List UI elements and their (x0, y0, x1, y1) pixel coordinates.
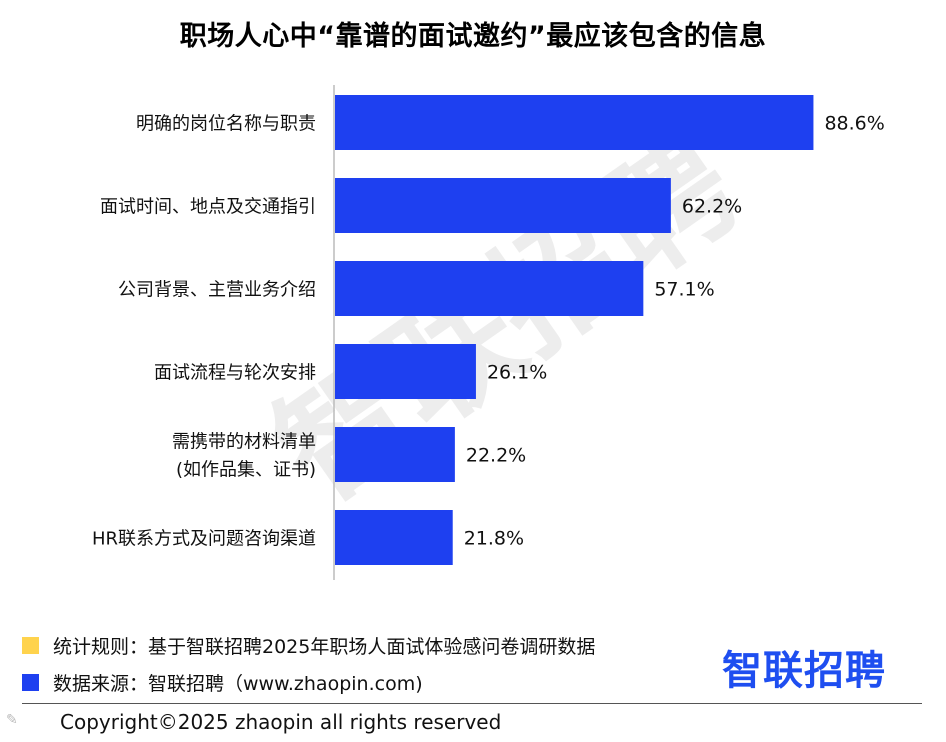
footer-divider (22, 703, 922, 704)
legend-text-stat-rule: 统计规则：基于智联招聘2025年职场人面试体验感问卷调研数据 (53, 635, 596, 658)
bar-5 (335, 510, 453, 565)
category-label-3: 面试流程与轮次安排 (154, 363, 316, 384)
bar-value-label-2: 57.1% (654, 279, 714, 301)
copyright-text: Copyright©2025 zhaopin all rights reserv… (60, 710, 502, 734)
legend-item-source: 数据来源：智联招聘（www.zhaopin.com) (22, 669, 423, 695)
legend-swatch-yellow (22, 636, 39, 654)
bar-2 (335, 261, 644, 316)
bar-value-label-5: 21.8% (464, 528, 524, 550)
bar-chart: 88.6% 明确的岗位名称与职责 62.2% 面试时间、地点及交通指引 57.1% 公司背… (92, 85, 885, 580)
bar-value-label-1: 62.2% (682, 196, 742, 218)
bar-3 (335, 344, 476, 399)
bar-value-label-4: 22.2% (466, 445, 526, 467)
legend-text-source: 数据来源：智联招聘（www.zhaopin.com) (53, 672, 423, 695)
bar-4 (335, 427, 455, 482)
legend-item-stat-rule: 统计规则：基于智联招聘2025年职场人面试体验感问卷调研数据 (22, 632, 595, 658)
category-label-5: HR联系方式及问题咨询渠道 (92, 529, 316, 550)
category-label-0: 明确的岗位名称与职责 (136, 114, 316, 135)
chart-title: 职场人心中“靠谱的面试邀约”最应该包含的信息 (179, 21, 767, 52)
category-label-2: 公司背景、主营业务介绍 (118, 280, 316, 301)
category-label-1: 面试时间、地点及交通指引 (100, 197, 316, 218)
bar-value-label-3: 26.1% (487, 362, 547, 384)
bar-value-label-0: 88.6% (824, 113, 884, 135)
category-label-4-line-0: 需携带的材料清单 (172, 432, 316, 453)
bar-0 (335, 95, 814, 150)
zhaopin-logo: 智联招聘 (722, 648, 886, 694)
bar-1 (335, 178, 671, 233)
legend-swatch-blue (22, 673, 39, 691)
corner-watermark-icon: ✎ (6, 712, 18, 728)
category-label-4-line-1: (如作品集、证书) (176, 460, 316, 481)
